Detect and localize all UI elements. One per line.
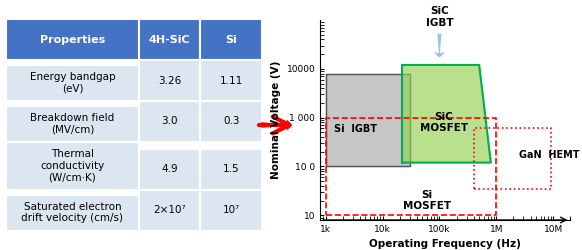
X-axis label: Operating Frequency (Hz): Operating Frequency (Hz): [370, 240, 521, 250]
Polygon shape: [402, 65, 491, 162]
Text: GaN  HEMT: GaN HEMT: [519, 150, 580, 160]
Text: Si  IGBT: Si IGBT: [334, 124, 377, 134]
Text: SiC
IGBT: SiC IGBT: [425, 6, 453, 58]
Y-axis label: Nominal Voltage (V): Nominal Voltage (V): [271, 61, 281, 179]
Text: SiC
MOSFET: SiC MOSFET: [420, 112, 468, 133]
Polygon shape: [325, 74, 410, 166]
Text: Si
MOSFET: Si MOSFET: [403, 190, 451, 211]
